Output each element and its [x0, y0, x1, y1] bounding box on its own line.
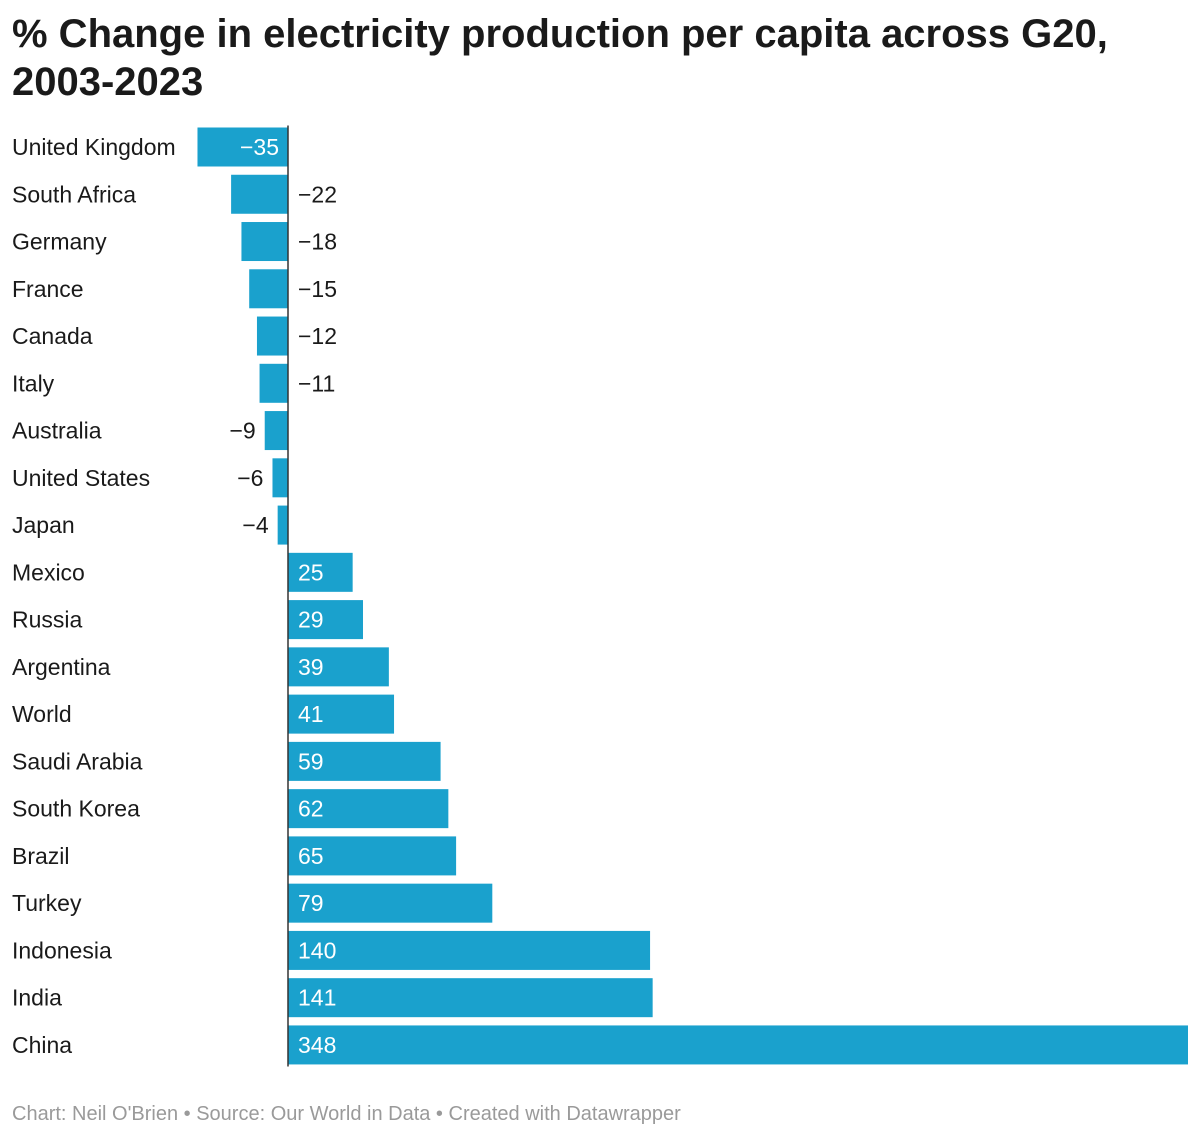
category-label-germany: Germany: [12, 229, 107, 255]
value-label-united-states: −6: [237, 465, 263, 491]
bar-russia: [288, 600, 363, 640]
bar-south-africa: [231, 174, 288, 214]
bar-canada: [256, 316, 288, 356]
value-label-turkey: 79: [298, 890, 324, 916]
bar-italy: [259, 363, 288, 403]
category-label-australia: Australia: [12, 418, 102, 444]
value-label-south-africa: −22: [298, 181, 337, 207]
bar-mexico: [288, 552, 353, 592]
bar-saudi-arabia: [288, 741, 441, 781]
category-label-france: France: [12, 276, 84, 302]
bar-united-states: [272, 458, 288, 498]
category-label-south-africa: South Africa: [12, 181, 136, 207]
bar-turkey: [288, 883, 493, 923]
category-label-united-states: United States: [12, 465, 150, 491]
category-label-indonesia: Indonesia: [12, 937, 112, 963]
category-label-world: World: [12, 701, 72, 727]
category-label-saudi-arabia: Saudi Arabia: [12, 748, 143, 774]
value-label-indonesia: 140: [298, 937, 336, 963]
bar-south-korea: [288, 789, 449, 829]
bar-india: [288, 978, 653, 1018]
category-label-canada: Canada: [12, 323, 93, 349]
value-label-china: 348: [298, 1032, 336, 1058]
value-label-germany: −18: [298, 229, 337, 255]
value-label-russia: 29: [298, 607, 324, 633]
value-label-argentina: 39: [298, 654, 324, 680]
bar-japan: [277, 505, 288, 545]
bar-united-kingdom: [197, 127, 288, 167]
bar-australia: [264, 411, 288, 451]
value-label-saudi-arabia: 59: [298, 748, 324, 774]
bar-france: [249, 269, 288, 309]
category-label-mexico: Mexico: [12, 559, 85, 585]
category-label-united-kingdom: United Kingdom: [12, 134, 176, 160]
value-label-mexico: 25: [298, 559, 324, 585]
category-label-italy: Italy: [12, 370, 55, 396]
value-label-japan: −4: [242, 512, 268, 538]
category-label-turkey: Turkey: [12, 890, 82, 916]
bar-china: [288, 1025, 1188, 1065]
bar-world: [288, 694, 395, 734]
value-label-canada: −12: [298, 323, 337, 349]
category-label-brazil: Brazil: [12, 843, 70, 869]
value-label-south-korea: 62: [298, 796, 324, 822]
category-label-china: China: [12, 1032, 72, 1058]
value-label-italy: −11: [298, 370, 335, 396]
value-label-world: 41: [298, 701, 324, 727]
value-label-france: −15: [298, 276, 337, 302]
value-label-united-kingdom: −35: [240, 134, 279, 160]
bar-germany: [241, 222, 288, 262]
category-label-russia: Russia: [12, 607, 83, 633]
value-label-australia: −9: [229, 418, 255, 444]
category-label-argentina: Argentina: [12, 654, 111, 680]
bar-brazil: [288, 836, 457, 876]
value-label-brazil: 65: [298, 843, 324, 869]
bar-indonesia: [288, 930, 651, 970]
bar-argentina: [288, 647, 389, 687]
chart-title: % Change in electricity production per c…: [12, 12, 1108, 104]
category-label-india: India: [12, 985, 62, 1011]
value-label-india: 141: [298, 985, 336, 1011]
bar-chart: United Kingdom −35 South Africa −22 Germany −…: [12, 125, 1188, 1067]
category-label-japan: Japan: [12, 512, 75, 538]
chart-footer-credit: Chart: Neil O'Brien • Source: Our World …: [12, 1103, 681, 1125]
category-label-south-korea: South Korea: [12, 796, 140, 822]
